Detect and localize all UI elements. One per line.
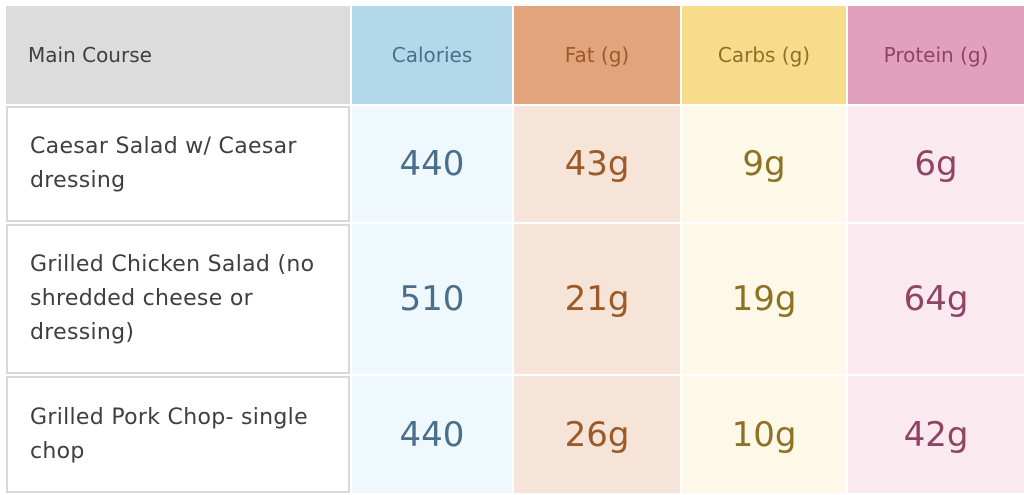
- carbs-cell: 10g: [682, 376, 846, 493]
- protein-cell: 42g: [848, 376, 1024, 493]
- table-row-name: Grilled Pork Chop- single chop: [6, 376, 350, 493]
- nutrition-table: Main Course Calories Fat (g) Carbs (g) P…: [6, 6, 1024, 493]
- protein-cell: 64g: [848, 224, 1024, 374]
- header-calories: Calories: [352, 6, 512, 104]
- header-protein: Protein (g): [848, 6, 1024, 104]
- table-row-name: Caesar Salad w/ Caesar dressing: [6, 106, 350, 222]
- protein-cell: 6g: [848, 106, 1024, 222]
- fat-cell: 26g: [514, 376, 680, 493]
- fat-cell: 21g: [514, 224, 680, 374]
- header-carbs: Carbs (g): [682, 6, 846, 104]
- table-row-name: Grilled Chicken Salad (no shredded chees…: [6, 224, 350, 374]
- calories-cell: 510: [352, 224, 512, 374]
- header-fat: Fat (g): [514, 6, 680, 104]
- header-main-course: Main Course: [6, 6, 350, 104]
- calories-cell: 440: [352, 106, 512, 222]
- carbs-cell: 19g: [682, 224, 846, 374]
- calories-cell: 440: [352, 376, 512, 493]
- carbs-cell: 9g: [682, 106, 846, 222]
- fat-cell: 43g: [514, 106, 680, 222]
